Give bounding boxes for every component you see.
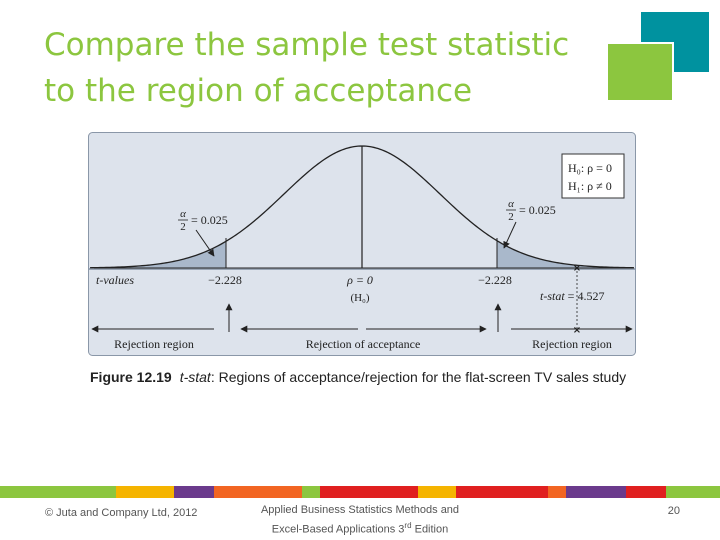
hypotheses-box — [561, 153, 625, 199]
figure-caption: Figure 12.19 t-stat: Regions of acceptanc… — [90, 369, 626, 385]
tstat-label-name: t-stat — [540, 289, 565, 303]
slide-title-line-1: Compare the sample test statistic — [44, 27, 570, 63]
color-bar-segment — [174, 486, 214, 498]
footer-book-line-1: Applied Business Statistics Methods and — [260, 504, 460, 516]
color-bar-segment — [0, 486, 116, 498]
caption-text: : Regions of acceptance/rejection for th… — [210, 369, 627, 385]
footer-book-line-2-post: Edition — [411, 523, 449, 536]
center-value: ρ = 0 — [346, 273, 373, 287]
tstat-label: t-stat = 4.527 — [540, 289, 604, 303]
tstat-marker-bottom: × — [573, 325, 581, 336]
color-bar-segment — [116, 486, 174, 498]
alpha-right-pointer — [503, 221, 517, 249]
right-region-label: Rejection region — [532, 337, 612, 351]
color-bar-segment — [548, 486, 566, 498]
page-number: 20 — [667, 505, 680, 517]
tstat-marker-top: × — [573, 263, 581, 274]
t-values-label: t-values — [96, 273, 134, 287]
alpha-left-num: α — [180, 208, 186, 220]
alpha-right-value: = 0.025 — [519, 203, 556, 217]
left-region-label: Rejection region — [114, 337, 194, 351]
color-bar-segment — [320, 486, 418, 498]
color-bar-segment — [456, 486, 548, 498]
decor-green-square — [606, 42, 674, 102]
t-distribution-figure: H₀: ρ = 0 H₁: ρ ≠ 0 α 2 = 0.025 α 2 = 0.… — [88, 132, 636, 356]
right-rejection-tail — [497, 240, 634, 268]
tstat-label-value: = 4.527 — [568, 289, 605, 303]
footer-color-bar — [0, 486, 720, 498]
alpha-right-den: 2 — [508, 211, 514, 223]
caption-label: Figure 12.19 — [90, 369, 172, 385]
caption-italic: t-stat — [179, 369, 211, 385]
middle-region-label: Rejection of acceptance — [306, 337, 421, 351]
left-rejection-tail — [90, 241, 226, 268]
alpha-left-value: = 0.025 — [191, 213, 228, 227]
left-critical-value: −2.228 — [208, 273, 242, 287]
color-bar-segment — [214, 486, 302, 498]
center-sub: (H₀) — [350, 292, 369, 304]
color-bar-segment — [626, 486, 666, 498]
alpha-left-pointer — [195, 229, 215, 257]
footer-book-title: Applied Business Statistics Methods and … — [250, 502, 470, 538]
footer-copyright: © Juta and Company Ltd, 2012 — [45, 507, 198, 519]
color-bar-segment — [566, 486, 626, 498]
footer-book-sup: rd — [404, 521, 412, 530]
color-bar-segment — [418, 486, 456, 498]
slide-title-line-2: to the region of acceptance — [44, 73, 473, 109]
h0-text: H₀: ρ = 0 — [568, 161, 612, 175]
color-bar-segment — [666, 486, 720, 498]
alpha-right-num: α — [508, 198, 514, 210]
color-bar-segment — [302, 486, 320, 498]
alpha-left-den: 2 — [180, 221, 186, 233]
footer-book-line-2: Excel-Based Applications 3rd Edition — [250, 518, 470, 538]
slide-title: Compare the sample test statistic to the… — [44, 22, 604, 114]
footer-book-line-2-pre: Excel-Based Applications 3 — [271, 523, 405, 536]
right-critical-value: −2.228 — [478, 273, 512, 287]
h1-text: H₁: ρ ≠ 0 — [568, 179, 612, 193]
axis-band — [89, 268, 635, 270]
